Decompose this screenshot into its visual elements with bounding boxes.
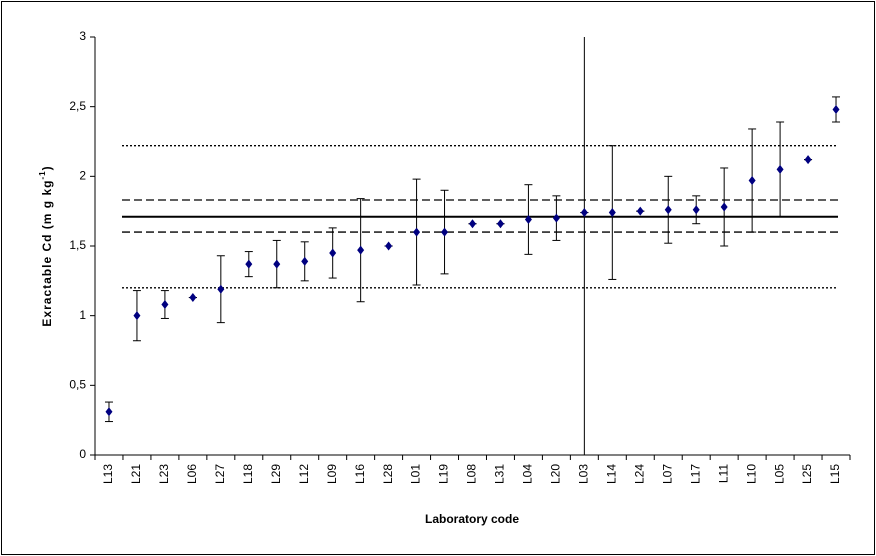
y-tick-label: 1 bbox=[79, 308, 86, 322]
y-tick-label: 3 bbox=[79, 29, 86, 43]
data-point bbox=[776, 164, 784, 174]
data-point bbox=[469, 219, 476, 229]
y-tick-label: 1,5 bbox=[69, 238, 86, 252]
data-point bbox=[273, 259, 281, 269]
x-tick-label: L10 bbox=[744, 464, 758, 484]
data-point bbox=[189, 293, 197, 303]
data-point bbox=[720, 202, 728, 212]
x-tick-label: L14 bbox=[604, 464, 618, 484]
data-point bbox=[692, 205, 700, 215]
data-point bbox=[804, 155, 812, 165]
data-point bbox=[832, 104, 840, 114]
x-tick-label: L15 bbox=[828, 464, 842, 484]
x-tick-label: L23 bbox=[157, 464, 171, 484]
x-tick-label: L13 bbox=[101, 464, 115, 484]
x-tick-label: L24 bbox=[632, 464, 646, 484]
data-point bbox=[748, 176, 756, 186]
x-tick-label: L08 bbox=[465, 464, 479, 484]
y-axis-title-end: ) bbox=[40, 165, 54, 170]
x-tick-label: L04 bbox=[521, 464, 535, 484]
data-point bbox=[245, 259, 253, 269]
x-tick-label: L09 bbox=[325, 464, 339, 484]
x-tick-label: L27 bbox=[213, 464, 227, 484]
data-point bbox=[636, 206, 644, 216]
data-point bbox=[441, 227, 449, 237]
data-point bbox=[329, 248, 337, 258]
data-point bbox=[664, 205, 672, 215]
data-point bbox=[608, 208, 616, 218]
x-axis-title: Laboratory code bbox=[425, 512, 519, 526]
data-point bbox=[496, 219, 504, 229]
data-point bbox=[301, 256, 309, 266]
data-point bbox=[357, 245, 365, 255]
x-tick-label: L16 bbox=[353, 464, 367, 484]
x-tick-label: L18 bbox=[241, 464, 255, 484]
data-point bbox=[133, 311, 141, 321]
y-axis-title-sup: -1 bbox=[38, 170, 47, 179]
data-point bbox=[385, 241, 393, 251]
data-point bbox=[580, 208, 588, 218]
x-tick-label: L29 bbox=[269, 464, 283, 484]
y-tick-label: 2,5 bbox=[69, 99, 86, 113]
x-tick-label: L31 bbox=[493, 464, 507, 484]
x-tick-label: L03 bbox=[577, 464, 591, 484]
y-tick-label: 0 bbox=[79, 447, 86, 461]
x-tick-label: L12 bbox=[297, 464, 311, 484]
x-tick-label: L17 bbox=[688, 464, 702, 484]
data-point bbox=[105, 407, 113, 417]
y-tick-label: 0,5 bbox=[69, 378, 86, 392]
x-tick-label: L20 bbox=[549, 464, 563, 484]
x-tick-label: L06 bbox=[185, 464, 199, 484]
y-axis-title: Exractable Cd (m g kg-1) bbox=[38, 165, 54, 326]
x-tick-label: L07 bbox=[660, 464, 674, 484]
data-point bbox=[524, 215, 532, 225]
data-point bbox=[161, 300, 169, 310]
y-axis-title-main: Exractable Cd (m g kg bbox=[40, 180, 54, 327]
data-point bbox=[413, 227, 421, 237]
data-point bbox=[217, 284, 225, 294]
x-tick-label: L01 bbox=[409, 464, 423, 484]
x-tick-label: L19 bbox=[437, 464, 451, 484]
x-tick-label: L21 bbox=[129, 464, 143, 484]
y-tick-label: 2 bbox=[79, 169, 86, 183]
x-tick-label: L05 bbox=[772, 464, 786, 484]
x-tick-label: L25 bbox=[800, 464, 814, 484]
data-point bbox=[552, 213, 560, 223]
x-tick-label: L11 bbox=[716, 464, 730, 483]
x-tick-label: L28 bbox=[381, 464, 395, 484]
